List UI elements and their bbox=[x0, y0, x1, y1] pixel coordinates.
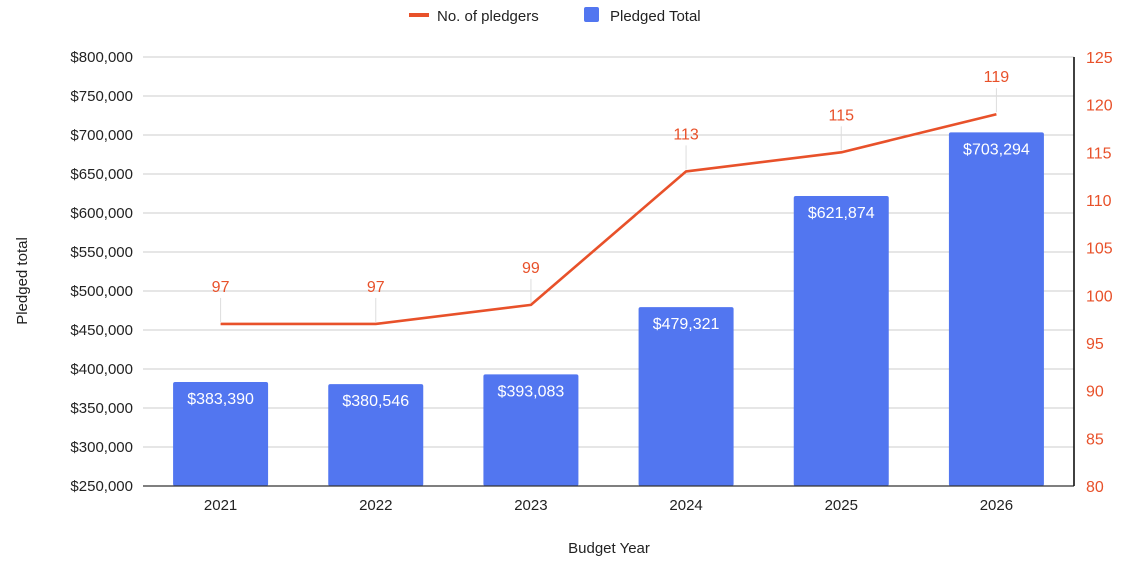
y2-tick-label: 105 bbox=[1086, 241, 1113, 258]
line-value-label: 97 bbox=[212, 279, 230, 296]
bar-pledged-total bbox=[173, 381, 269, 486]
bar-series-pledged-total bbox=[173, 132, 1044, 487]
legend-swatch-pledgers bbox=[409, 13, 429, 17]
bar-pledged-total bbox=[638, 307, 734, 486]
y2-tick-label: 110 bbox=[1086, 193, 1112, 210]
y2-tick-label: 125 bbox=[1086, 50, 1113, 67]
data-labels: $383,390 $380,546 $393,083 $479,321 $621,874… bbox=[187, 69, 1030, 410]
axes: $250,000 $300,000 $350,000 $400,000 $450,000… bbox=[70, 49, 1112, 514]
y2-tick-label: 115 bbox=[1086, 145, 1112, 162]
y-axis-title: Pledged total bbox=[14, 237, 31, 325]
y2-tick-label: 85 bbox=[1086, 431, 1104, 448]
x-tick-label: 2021 bbox=[204, 497, 237, 514]
bar-value-label: $383,390 bbox=[187, 391, 254, 408]
y2-tick-label: 80 bbox=[1086, 479, 1104, 496]
y2-tick-label: 120 bbox=[1086, 98, 1113, 115]
legend-label-pledged-total: Pledged Total bbox=[610, 8, 701, 25]
line-value-label: 115 bbox=[828, 107, 854, 124]
x-tick-label: 2026 bbox=[980, 497, 1013, 514]
y-tick-label: $400,000 bbox=[70, 361, 133, 378]
x-tick-label: 2025 bbox=[825, 497, 858, 514]
bar-value-label: $703,294 bbox=[963, 141, 1030, 158]
x-tick-label: 2023 bbox=[514, 497, 547, 514]
x-tick-label: 2024 bbox=[669, 497, 702, 514]
line-value-label: 99 bbox=[522, 260, 540, 277]
y-tick-label: $500,000 bbox=[70, 283, 133, 300]
y2-tick-label: 100 bbox=[1086, 288, 1113, 305]
y-tick-label: $600,000 bbox=[70, 205, 133, 222]
bar-value-label: $393,083 bbox=[498, 383, 565, 400]
legend-swatch-pledged-total bbox=[584, 7, 599, 22]
bar-pledged-total bbox=[483, 374, 579, 486]
bar-value-label: $479,321 bbox=[653, 316, 720, 333]
y2-tick-label: 95 bbox=[1086, 336, 1104, 353]
y-tick-label: $250,000 bbox=[70, 478, 133, 495]
y-tick-label: $300,000 bbox=[70, 439, 133, 456]
line-value-label: 113 bbox=[673, 126, 699, 143]
bar-value-label: $380,546 bbox=[342, 393, 409, 410]
legend: No. of pledgers Pledged Total bbox=[409, 7, 701, 25]
y-tick-label: $800,000 bbox=[70, 49, 133, 66]
line-value-label: 119 bbox=[984, 69, 1010, 86]
x-tick-label: 2022 bbox=[359, 497, 392, 514]
y-tick-label: $750,000 bbox=[70, 88, 133, 105]
bar-value-label: $621,874 bbox=[808, 205, 875, 222]
y2-tick-label: 90 bbox=[1086, 384, 1104, 401]
y-tick-label: $350,000 bbox=[70, 400, 133, 417]
line-series-pledgers bbox=[220, 112, 997, 326]
y-tick-label: $650,000 bbox=[70, 166, 133, 183]
gridlines bbox=[143, 56, 1074, 448]
bar-pledged-total bbox=[948, 132, 1044, 487]
line-value-label: 97 bbox=[367, 279, 385, 296]
bar-pledged-total bbox=[793, 195, 889, 486]
y-tick-label: $450,000 bbox=[70, 322, 133, 339]
legend-label-pledgers: No. of pledgers bbox=[437, 8, 539, 25]
bar-pledged-total bbox=[328, 384, 424, 486]
x-axis-title: Budget Year bbox=[568, 540, 650, 557]
y-tick-label: $550,000 bbox=[70, 244, 133, 261]
line-pledgers bbox=[220, 112, 997, 326]
y-tick-label: $700,000 bbox=[70, 127, 133, 144]
